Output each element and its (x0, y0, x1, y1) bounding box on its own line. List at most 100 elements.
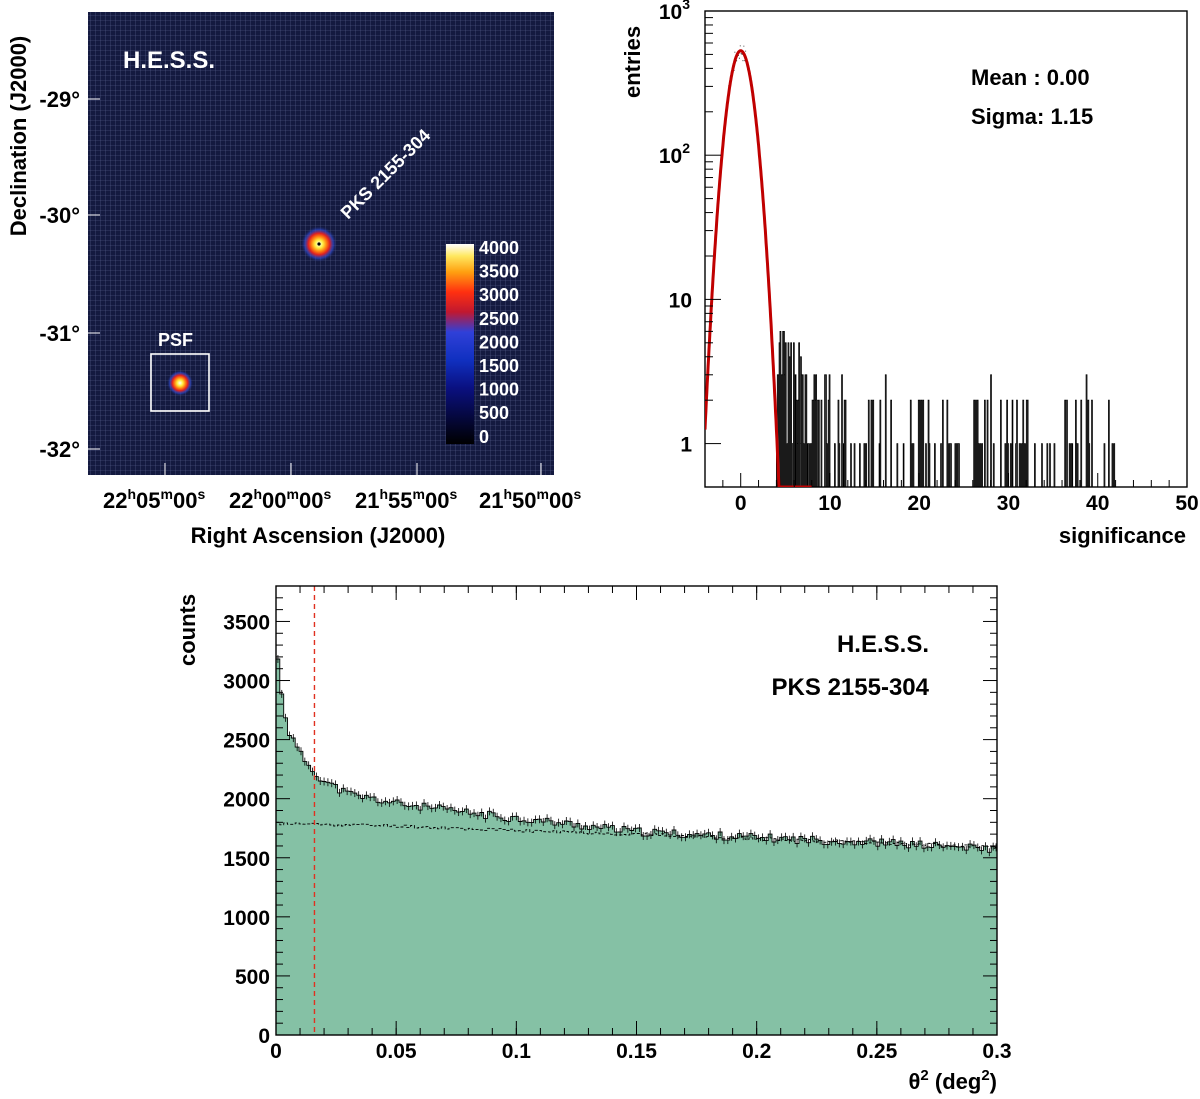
value: 00 (262, 488, 286, 513)
unit-superscript: s (573, 486, 581, 502)
significance-x-tick-label: 30 (997, 492, 1020, 515)
exponent: 3 (682, 0, 690, 12)
significance-x-tick-label: 0 (735, 492, 747, 515)
theta2-hess-label: H.E.S.S. (837, 631, 929, 658)
colorbar-tick-label: 1000 (479, 380, 519, 400)
theta2-source-label: PKS 2155-304 (772, 674, 930, 701)
significance-y-tick-label: 102 (659, 140, 690, 168)
value: 55 (388, 488, 412, 513)
value: 00 (299, 488, 323, 513)
theta2-y-tick-label: 3000 (223, 671, 270, 694)
colorbar-tick-label: 1500 (479, 356, 519, 376)
on-counts-histogram (276, 658, 997, 853)
skymap-x-axis-title: Right Ascension (J2000) (191, 523, 446, 548)
theta2-ticks (275, 586, 998, 1036)
colorbar-labels: 4000 3500 3000 2500 2000 1500 1000 500 0 (479, 238, 519, 447)
colorbar-tick-label: 0 (479, 427, 489, 447)
theta2-x-axis-title: θ2 (deg2) (909, 1067, 997, 1094)
colorbar-tick-label: 2000 (479, 332, 519, 352)
text-part: θ (909, 1069, 921, 1094)
value: 50 (512, 488, 536, 513)
superscript: 2 (920, 1067, 928, 1084)
fit-sigma-label: Sigma: 1.15 (971, 104, 1093, 129)
colorbar-tick-label: 3000 (479, 285, 519, 305)
unit-superscript: h (503, 486, 512, 502)
theta2-y-axis-title: counts (175, 594, 200, 666)
theta2-y-tick-label: 3500 (223, 611, 270, 634)
skymap-x-tick-label: 22h00m00s (229, 486, 331, 513)
skymap-x-tick-label: 22h05m00s (103, 486, 205, 513)
skymap-x-tick-label: 21h50m00s (479, 486, 581, 513)
text-part: ) (990, 1069, 997, 1094)
significance-y-axis-title: entries (620, 26, 645, 98)
theta2-y-tick-labels: 0 500 1000 1500 2000 2500 3000 3500 (223, 611, 270, 1048)
colorbar (446, 244, 474, 444)
theta2-y-tick-label: 500 (235, 966, 270, 989)
significance-y-tick-label: 10 (669, 289, 692, 312)
theta2-y-tick-label: 2500 (223, 730, 270, 753)
source-marker (317, 242, 321, 246)
value: 00 (425, 488, 449, 513)
psf-blob (167, 370, 193, 396)
skymap-y-tick-label: -32° (39, 437, 80, 462)
unit-superscript: s (323, 486, 331, 502)
base: 10 (659, 1, 682, 24)
value: 22 (229, 488, 253, 513)
significance-x-tick-label: 40 (1086, 492, 1109, 515)
theta2-y-tick-label: 1000 (223, 907, 270, 930)
theta2-x-tick-label: 0 (270, 1040, 282, 1063)
unit-superscript: m (287, 486, 299, 502)
text-part: (deg (929, 1069, 982, 1094)
colorbar-tick-label: 2500 (479, 309, 519, 329)
significance-x-axis-title: significance (1059, 523, 1186, 548)
theta2-y-tick-label: 0 (258, 1025, 270, 1048)
significance-y-tick-label: 1 (680, 434, 692, 457)
unit-superscript: m (161, 486, 173, 502)
psf-box (150, 353, 210, 412)
skymap-y-tick-label: -31° (39, 321, 80, 346)
unit-superscript: s (449, 486, 457, 502)
theta2-x-tick-label: 0.15 (616, 1040, 657, 1063)
unit-superscript: m (413, 486, 425, 502)
significance-y-tick-label: 103 (659, 0, 690, 24)
on-counts-fill (276, 659, 997, 1035)
skymap-y-tick-label: -29° (39, 87, 80, 112)
on-error-bars (277, 654, 997, 857)
superscript: 2 (981, 1067, 989, 1084)
unit-superscript: h (127, 486, 136, 502)
unit-superscript: s (197, 486, 205, 502)
skymap-y-tick-labels: -29° -30° -31° -32° (39, 87, 80, 462)
colorbar-tick-label: 3500 (479, 262, 519, 282)
significance-x-tick-label: 10 (818, 492, 841, 515)
value: 22 (103, 488, 127, 513)
significance-x-tick-labels: 0 10 20 30 40 50 (735, 492, 1199, 515)
unit-superscript: h (253, 486, 262, 502)
base: 10 (659, 145, 682, 168)
exponent: 2 (682, 140, 690, 156)
colorbar-tick-label: 4000 (479, 238, 519, 258)
skymap-panel: H.E.S.S. PKS 2155-304 PSF 40003500300025… (6, 12, 581, 548)
skymap-ticks (88, 98, 542, 475)
value: 00 (549, 488, 573, 513)
skymap-y-tick-label: -30° (39, 203, 80, 228)
off-counts-histogram (276, 821, 997, 849)
psf-label: PSF (158, 330, 193, 350)
theta2-x-tick-label: 0.2 (742, 1040, 771, 1063)
skymap-hess-label: H.E.S.S. (123, 47, 215, 74)
theta2-y-tick-label: 2000 (223, 789, 270, 812)
theta2-x-tick-labels: 0 0.05 0.1 0.15 0.2 0.25 0.3 (270, 1040, 1011, 1063)
value: 05 (136, 488, 160, 513)
unit-superscript: h (379, 486, 388, 502)
theta2-x-tick-label: 0.1 (502, 1040, 532, 1063)
theta2-x-tick-label: 0.3 (982, 1040, 1011, 1063)
theta2-x-tick-label: 0.25 (856, 1040, 897, 1063)
skymap-x-tick-labels: 22h05m00s 22h00m00s 21h55m00s 21h50m00s (103, 486, 581, 513)
skymap-x-tick-label: 21h55m00s (355, 486, 457, 513)
value: 21 (479, 488, 503, 513)
theta2-panel: 0 0.05 0.1 0.15 0.2 0.25 0.3 0 500 1000 1500 2000 2… (175, 585, 1012, 1094)
gaussian-fit-line (705, 49, 813, 487)
colorbar-tick-label: 500 (479, 403, 509, 423)
